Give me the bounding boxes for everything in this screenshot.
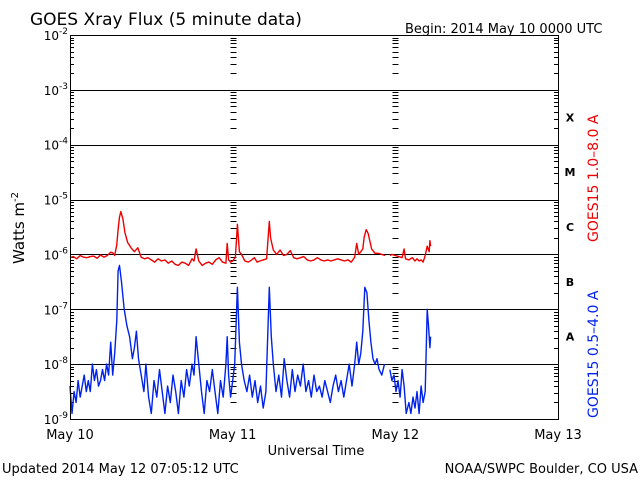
plot-frame	[70, 35, 559, 420]
y-axis-label-base: Watts m	[10, 202, 28, 264]
legend-entry-series-1: GOES15 1.0–8.0 A	[586, 114, 602, 242]
flare-class-label: X	[566, 111, 575, 124]
y-tick-label: 10-8	[44, 356, 69, 372]
series-lines	[69, 210, 432, 415]
y-tick-label: 10-4	[44, 137, 69, 153]
y-tick-label-base: 10	[44, 413, 59, 427]
y-tick-label-exponent: -6	[59, 246, 68, 256]
flare-class-labels: A B C M X	[565, 111, 576, 343]
y-tick-label-exponent: -5	[59, 192, 68, 202]
y-tick-label-exponent: -9	[59, 411, 68, 421]
y-tick-label-exponent: -4	[59, 137, 68, 147]
y-tick-label: 10-7	[44, 301, 68, 317]
flare-class-label: C	[566, 221, 574, 234]
begin-label: Begin: 2014 May 10 0000 UTC	[405, 22, 602, 37]
grid-lines	[70, 90, 558, 365]
y-tick-label: 10-2	[44, 27, 68, 43]
series-line-1	[389, 240, 432, 263]
y-tick-label-base: 10	[44, 29, 59, 43]
series-line-1	[69, 210, 386, 267]
y-tick-label-exponent: -2	[59, 27, 68, 37]
footer-source: NOAA/SWPC Boulder, CO USA	[445, 462, 638, 477]
flare-class-label: B	[566, 276, 574, 289]
series-line-2	[69, 264, 386, 415]
y-tick-label: 10-3	[44, 82, 68, 98]
day-dividers	[230, 38, 399, 420]
y-axis-label-exponent: -2	[10, 192, 21, 202]
y-tick-label-exponent: -3	[59, 82, 68, 92]
y-tick-label: 10-5	[44, 192, 68, 208]
x-axis-tick-labels: May 10 May 11 May 12 May 13	[46, 428, 582, 443]
y-tick-label-exponent: -7	[59, 301, 68, 311]
y-axis-label: Watts m-2	[10, 192, 28, 264]
y-tick-label-base: 10	[44, 84, 59, 98]
flare-class-label: A	[566, 331, 575, 344]
x-tick-label: May 12	[372, 428, 420, 443]
legend-entry-series-2: GOES15 0.5–4.0 A	[586, 290, 602, 418]
x-tick-label: May 10	[46, 428, 94, 443]
y-tick-label-base: 10	[44, 248, 59, 262]
y-tick-label-exponent: -8	[59, 356, 68, 366]
y-tick-label: 10-9	[44, 411, 69, 427]
x-axis-label: Universal Time	[268, 444, 365, 459]
y-tick-label-base: 10	[44, 139, 59, 153]
x-tick-label: May 13	[534, 428, 582, 443]
y-tick-label-base: 10	[44, 358, 59, 372]
y-tick-label-base: 10	[44, 194, 59, 208]
flare-class-label: M	[565, 166, 576, 179]
x-tick-label: May 11	[209, 428, 257, 443]
y-axis-tick-labels: 10-910-810-710-610-510-410-310-2	[44, 27, 69, 427]
y-tick-label: 10-6	[44, 246, 69, 262]
series-line-2	[389, 308, 432, 415]
footer-updated: Updated 2014 May 12 07:05:12 UTC	[2, 462, 239, 477]
y-tick-label-base: 10	[44, 303, 59, 317]
chart-title: GOES Xray Flux (5 minute data)	[30, 10, 302, 30]
